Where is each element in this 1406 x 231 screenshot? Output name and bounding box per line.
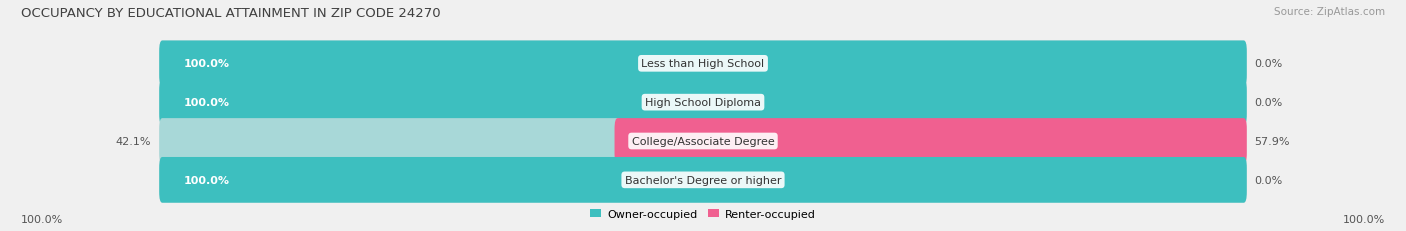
- Text: 42.1%: 42.1%: [115, 137, 152, 146]
- Text: Bachelor's Degree or higher: Bachelor's Degree or higher: [624, 175, 782, 185]
- FancyBboxPatch shape: [159, 119, 1247, 164]
- FancyBboxPatch shape: [159, 157, 1247, 203]
- Text: 100.0%: 100.0%: [184, 98, 229, 108]
- Text: 100.0%: 100.0%: [184, 175, 229, 185]
- Legend: Owner-occupied, Renter-occupied: Owner-occupied, Renter-occupied: [586, 204, 820, 223]
- FancyBboxPatch shape: [614, 119, 1247, 164]
- Text: 100.0%: 100.0%: [184, 59, 229, 69]
- Text: 0.0%: 0.0%: [1254, 98, 1282, 108]
- Text: 100.0%: 100.0%: [1343, 214, 1385, 224]
- FancyBboxPatch shape: [159, 119, 620, 164]
- Text: 0.0%: 0.0%: [1254, 59, 1282, 69]
- Text: 57.9%: 57.9%: [1254, 137, 1291, 146]
- Text: OCCUPANCY BY EDUCATIONAL ATTAINMENT IN ZIP CODE 24270: OCCUPANCY BY EDUCATIONAL ATTAINMENT IN Z…: [21, 7, 440, 20]
- Text: College/Associate Degree: College/Associate Degree: [631, 137, 775, 146]
- FancyBboxPatch shape: [159, 41, 1247, 87]
- Text: Less than High School: Less than High School: [641, 59, 765, 69]
- Text: Source: ZipAtlas.com: Source: ZipAtlas.com: [1274, 7, 1385, 17]
- FancyBboxPatch shape: [159, 41, 1247, 87]
- FancyBboxPatch shape: [159, 80, 1247, 125]
- Text: High School Diploma: High School Diploma: [645, 98, 761, 108]
- FancyBboxPatch shape: [159, 80, 1247, 125]
- Text: 100.0%: 100.0%: [21, 214, 63, 224]
- FancyBboxPatch shape: [159, 157, 1247, 203]
- Text: 0.0%: 0.0%: [1254, 175, 1282, 185]
